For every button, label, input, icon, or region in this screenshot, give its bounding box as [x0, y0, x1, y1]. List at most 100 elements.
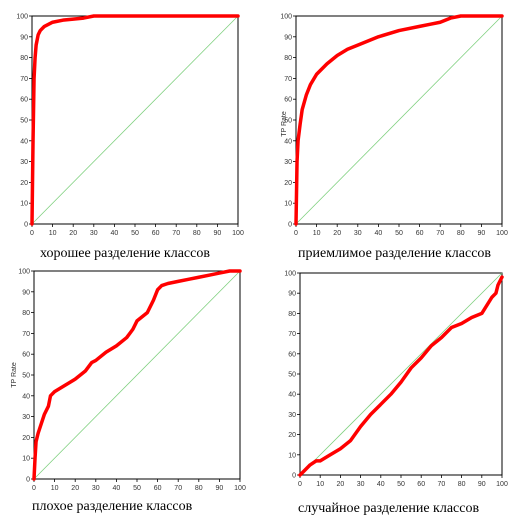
x-tick-label: 80 [458, 481, 466, 488]
y-tick-label: 10 [288, 452, 296, 459]
y-tick-label: 90 [284, 34, 292, 41]
x-ticks: 0 10 20 30 40 50 60 70 80 90 100 [30, 224, 244, 237]
x-tick-label: 10 [313, 230, 321, 237]
y-tick-label: 90 [288, 291, 296, 298]
y-ticks: 0 10 20 30 40 50 60 70 80 90 100 [16, 14, 32, 229]
y-tick-label: 40 [284, 138, 292, 145]
y-tick-label: 10 [284, 201, 292, 208]
x-tick-label: 10 [316, 481, 324, 488]
roc-panel-2: 0 10 20 30 40 50 60 70 80 90 100 0 10 20 30 40 50 60 70 80… [280, 14, 508, 262]
y-ticks: 0 10 20 30 40 50 60 70 80 90 100 [280, 14, 296, 229]
x-tick-label: 70 [174, 485, 182, 492]
y-tick-label: 60 [288, 351, 296, 358]
diagonal-line [295, 15, 503, 225]
x-tick-label: 80 [195, 485, 203, 492]
y-tick-label: 30 [288, 412, 296, 419]
roc-panel-4: 0 10 20 30 40 50 60 70 80 90 100 0 10 20 30 40 50 60 70 80… [284, 271, 508, 517]
roc-curve [298, 275, 504, 477]
y-tick-label: 50 [288, 372, 296, 379]
x-tick-label: 50 [395, 230, 403, 237]
y-tick-label: 80 [284, 55, 292, 62]
x-tick-label: 50 [397, 481, 405, 488]
x-tick-label: 10 [49, 230, 57, 237]
y-tick-label: 60 [22, 352, 30, 359]
y-tick-label: 0 [26, 477, 30, 484]
x-tick-label: 60 [154, 485, 162, 492]
x-tick-label: 40 [377, 481, 385, 488]
x-tick-label: 70 [436, 230, 444, 237]
x-tick-label: 40 [111, 230, 119, 237]
y-tick-label: 80 [22, 310, 30, 317]
x-tick-label: 20 [71, 485, 79, 492]
y-tick-label: 0 [24, 222, 28, 229]
diagonal-line [33, 270, 241, 480]
y-tick-label: 0 [292, 473, 296, 480]
y-tick-label: 100 [18, 269, 30, 276]
x-tick-label: 10 [51, 485, 59, 492]
x-tick-label: 90 [478, 230, 486, 237]
y-tick-label: 30 [20, 159, 28, 166]
y-tick-label: 40 [288, 392, 296, 399]
x-tick-label: 0 [294, 230, 298, 237]
roc-curve [32, 269, 242, 481]
y-axis-label: TP Rate [11, 362, 18, 388]
x-ticks: 0 10 20 30 40 50 60 70 80 90 100 [298, 475, 508, 488]
y-axis-label: TP Rate [281, 111, 288, 137]
y-ticks: 0 10 20 30 40 50 60 70 80 90 100 [18, 269, 34, 484]
y-tick-label: 70 [288, 331, 296, 338]
x-tick-label: 60 [416, 230, 424, 237]
x-tick-label: 90 [216, 485, 224, 492]
x-tick-label: 50 [133, 485, 141, 492]
y-tick-label: 50 [22, 373, 30, 380]
y-tick-label: 20 [22, 435, 30, 442]
x-tick-label: 20 [69, 230, 77, 237]
y-tick-label: 90 [22, 289, 30, 296]
y-tick-label: 10 [22, 456, 30, 463]
x-tick-label: 100 [232, 230, 244, 237]
roc-curve [30, 14, 240, 226]
y-ticks: 0 10 20 30 40 50 60 70 80 90 100 [284, 271, 300, 480]
roc-curve [294, 14, 504, 226]
x-tick-label: 60 [417, 481, 425, 488]
y-tick-label: 100 [284, 271, 296, 278]
x-tick-label: 20 [337, 481, 345, 488]
panel-caption: приемлимое разделение классов [298, 246, 491, 261]
x-tick-label: 0 [32, 485, 36, 492]
y-tick-label: 50 [284, 118, 292, 125]
y-tick-label: 90 [20, 34, 28, 41]
y-tick-label: 80 [20, 55, 28, 62]
y-tick-label: 30 [22, 414, 30, 421]
x-tick-label: 90 [478, 481, 486, 488]
y-tick-label: 100 [280, 14, 292, 21]
x-tick-label: 30 [92, 485, 100, 492]
x-tick-label: 100 [234, 485, 246, 492]
diagonal-line [299, 272, 503, 476]
y-tick-label: 70 [20, 76, 28, 83]
y-tick-label: 10 [20, 201, 28, 208]
y-tick-label: 0 [288, 222, 292, 229]
y-tick-label: 60 [20, 97, 28, 104]
x-tick-label: 100 [496, 230, 508, 237]
x-tick-label: 40 [375, 230, 383, 237]
y-tick-label: 100 [16, 14, 28, 21]
x-tick-label: 50 [131, 230, 139, 237]
x-tick-label: 0 [30, 230, 34, 237]
y-tick-label: 50 [20, 118, 28, 125]
panel-caption: случайное разделение классов [298, 501, 479, 516]
x-tick-label: 90 [214, 230, 222, 237]
roc-panel-3: 0 10 20 30 40 50 60 70 80 90 100 0 10 20 30 40 50 60 70 80… [11, 269, 246, 515]
x-tick-label: 80 [193, 230, 201, 237]
x-tick-label: 30 [354, 230, 362, 237]
panel-caption: хорошее разделение классов [40, 246, 210, 261]
x-tick-label: 20 [333, 230, 341, 237]
x-tick-label: 70 [172, 230, 180, 237]
x-tick-label: 60 [152, 230, 160, 237]
y-tick-label: 20 [288, 432, 296, 439]
panel-caption: плохое разделение классов [32, 499, 193, 514]
x-tick-label: 80 [457, 230, 465, 237]
y-tick-label: 40 [22, 393, 30, 400]
x-tick-label: 30 [357, 481, 365, 488]
y-tick-label: 60 [284, 97, 292, 104]
x-tick-label: 40 [113, 485, 121, 492]
